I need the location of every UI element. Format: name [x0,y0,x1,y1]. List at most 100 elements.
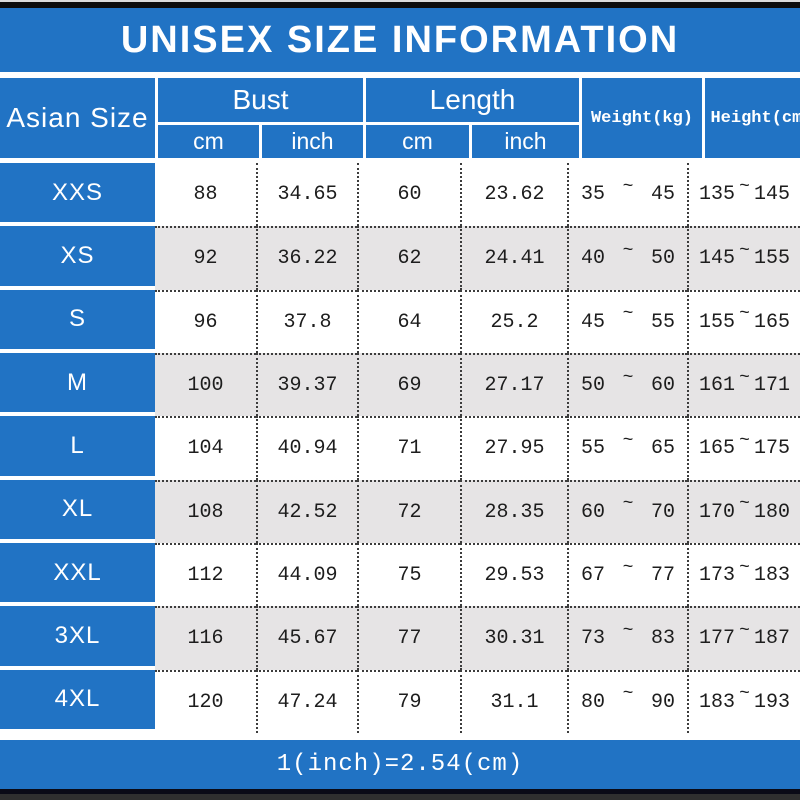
subheader-bust-inch: inch [262,125,363,158]
height-range-cell: 135 ~ 145 [687,163,800,227]
weight-max: 83 [650,627,675,651]
length-inch-cell: 28.35 [460,479,567,543]
weight-max: 45 [650,183,675,207]
tilde-symbol: ~ [622,240,634,261]
weight-range-cell: 73 ~ 83 [567,606,687,670]
tilde-symbol: ~ [622,494,634,515]
tilde-symbol: ~ [622,684,634,705]
tilde-symbol: ~ [739,240,750,261]
weight-min: 45 [581,310,606,334]
header-cell-bust: Bust [158,78,363,122]
bust-cm-cell: 88 [155,163,256,227]
tilde-symbol: ~ [622,430,634,451]
length-inch-cell: 27.17 [460,352,567,417]
weight-max: 55 [650,310,675,334]
bottom-dark-bar [0,794,800,800]
tilde-symbol: ~ [739,557,750,578]
bust-cm-cell: 120 [155,669,256,733]
header-cell-height: Height(cm) [705,78,800,158]
height-min: 177 [699,627,736,651]
length-inch-cell: 31.1 [460,669,567,733]
length-inch-cell: 24.41 [460,226,567,290]
height-min: 145 [699,247,736,271]
bust-inch-cell: 44.09 [256,542,357,607]
top-edge-strip [0,0,800,2]
tilde-symbol: ~ [739,176,750,197]
length-inch-cell: 29.53 [460,542,567,607]
length-cm-cell: 71 [357,416,460,480]
weight-max: 60 [650,374,675,398]
bust-inch-cell: 47.24 [256,669,357,733]
height-min: 173 [699,564,736,588]
bust-inch-cell: 42.52 [256,479,357,543]
weight-max: 50 [650,247,675,271]
height-min: 155 [699,310,736,334]
header-cell-asian-size: Asian Size [0,78,155,158]
conversion-note: 1(inch)=2.54(cm) [276,751,524,778]
length-cm-cell: 79 [357,669,460,733]
bust-cm-cell: 112 [155,542,256,607]
height-max: 145 [753,183,790,207]
length-cm-cell: 60 [357,163,460,227]
size-label-cell: S [0,289,155,353]
height-range-cell: 161 ~ 171 [687,352,800,417]
footer-banner: 1(inch)=2.54(cm) [0,740,800,789]
bottom-navy-line [0,789,800,794]
top-black-bar [0,2,800,8]
divider [0,72,800,78]
length-cm-cell: 72 [357,479,460,543]
length-inch-cell: 23.62 [460,163,567,227]
height-min: 161 [699,374,736,398]
tilde-symbol: ~ [622,304,634,325]
size-label-cell: L [0,416,155,480]
height-max: 171 [753,374,790,398]
height-min: 170 [699,500,736,524]
weight-range-cell: 55 ~ 65 [567,416,687,480]
header-cell-length: Length [366,78,579,122]
weight-min: 35 [581,183,606,207]
weight-range-cell: 45 ~ 55 [567,289,687,353]
weight-min: 55 [581,437,606,461]
tilde-symbol: ~ [739,684,750,705]
header-cell-weight: Weight(kg) [582,78,702,158]
tilde-symbol: ~ [739,494,750,515]
tilde-symbol: ~ [622,620,634,641]
bust-cm-cell: 108 [155,479,256,543]
height-min: 135 [699,183,736,207]
weight-min: 50 [581,374,606,398]
tilde-symbol: ~ [622,557,634,578]
subheader-bust-cm: cm [158,125,259,158]
title-banner: UNISEX SIZE INFORMATION [0,8,800,72]
length-inch-cell: 25.2 [460,289,567,353]
weight-range-cell: 60 ~ 70 [567,479,687,543]
weight-min: 80 [581,690,606,714]
tilde-symbol: ~ [622,176,634,197]
length-inch-cell: 30.31 [460,606,567,670]
weight-min: 40 [581,247,606,271]
bust-cm-cell: 92 [155,226,256,290]
bust-inch-cell: 40.94 [256,416,357,480]
divider [0,733,800,740]
bust-inch-cell: 39.37 [256,352,357,417]
weight-max: 70 [650,500,675,524]
length-inch-cell: 27.95 [460,416,567,480]
bust-inch-cell: 34.65 [256,163,357,227]
page-title: UNISEX SIZE INFORMATION [120,18,680,61]
height-max: 175 [753,437,790,461]
height-min: 183 [699,690,736,714]
size-label-cell: XS [0,226,155,290]
tilde-symbol: ~ [739,304,750,325]
height-range-cell: 177 ~ 187 [687,606,800,670]
height-max: 193 [753,690,790,714]
size-table-body: XXS 88 34.65 60 23.62 35 ~ 45 135 ~ 145 … [0,163,800,733]
weight-max: 65 [650,437,675,461]
length-cm-cell: 75 [357,542,460,607]
height-max: 187 [753,627,790,651]
bust-cm-cell: 96 [155,289,256,353]
size-label-cell: XL [0,479,155,543]
size-label-cell: 4XL [0,669,155,733]
height-max: 165 [753,310,790,334]
tilde-symbol: ~ [739,430,750,451]
size-label-cell: XXL [0,542,155,607]
